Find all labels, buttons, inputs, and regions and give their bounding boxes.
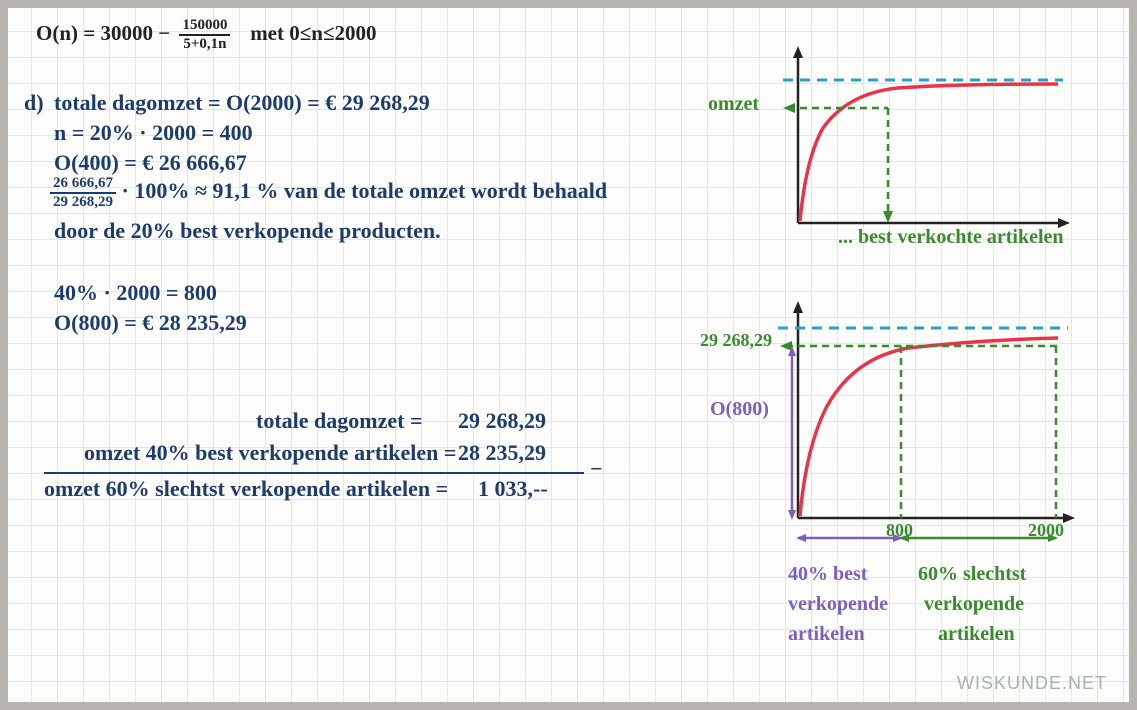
subtraction-line [44,472,584,474]
graph1-x-label: ... best verkochte artikelen [838,226,1064,249]
graph-1 [728,38,1088,258]
graph2-tick-2000: 2000 [1028,520,1064,541]
ratio-den: 29 268,29 [50,194,116,210]
subtraction-result-value: 1 033,-- [478,476,548,502]
graph2-bracket2-b: verkopende [924,593,1024,616]
part-label: d) [24,90,44,116]
graph2-bracket1-c: artikelen [788,623,865,646]
ratio-rest: · 100% ≈ 91,1 % van de totale omzet word… [122,178,608,203]
subtraction-row1-value: 29 268,29 [458,408,546,434]
watermark: WISKUNDE.NET [957,673,1107,694]
graph-2 [718,298,1098,588]
graph2-bracket2-c: artikelen [938,623,1015,646]
line-n-20pct: n = 20% · 2000 = 400 [54,120,253,146]
formula-den: 5+0,1n [179,36,230,52]
graph1-y-label: omzet [708,93,759,116]
graph2-y-top-label: 29 268,29 [700,330,772,351]
formula-num: 150000 [179,18,230,36]
graph2-O800-label: O(800) [710,398,769,421]
graph2-tick-800: 800 [886,520,913,541]
subtraction-row2-value: 28 235,29 [458,440,546,466]
graph2-bracket1-b: verkopende [788,593,888,616]
subtraction-row1-label: totale dagomzet = [256,408,422,434]
line-40pct: 40% · 2000 = 800 [54,280,217,306]
ratio-fraction: 26 666,67 29 268,29 [50,176,116,210]
graph2-bracket2-a: 60% slechtst [918,563,1026,586]
line-ratio: 26 666,67 29 268,29 · 100% ≈ 91,1 % van … [50,176,607,210]
formula-cond: met 0≤n≤2000 [250,21,376,45]
subtraction-row2-label: omzet 40% best verkopende artikelen = [84,440,456,466]
ratio-num: 26 666,67 [50,176,116,194]
formula-fraction: 150000 5+0,1n [179,18,230,52]
line-total-dagomzet: totale dagomzet = O(2000) = € 29 268,29 [54,90,430,116]
subtraction-result-label: omzet 60% slechtst verkopende artikelen … [44,476,448,502]
line-door: door de 20% best verkopende producten. [54,218,441,244]
page: { "formula": { "lhs": "O(n) = 30000 −", … [8,8,1129,702]
minus-sign: − [590,456,603,482]
formula-lhs: O(n) = 30000 − [36,21,170,45]
line-O400: O(400) = € 26 666,67 [54,150,247,176]
formula-start: O(n) = 30000 − 150000 5+0,1n met 0≤n≤200… [36,18,376,52]
line-O800: O(800) = € 28 235,29 [54,310,247,336]
graph2-bracket1-a: 40% best [788,563,867,586]
